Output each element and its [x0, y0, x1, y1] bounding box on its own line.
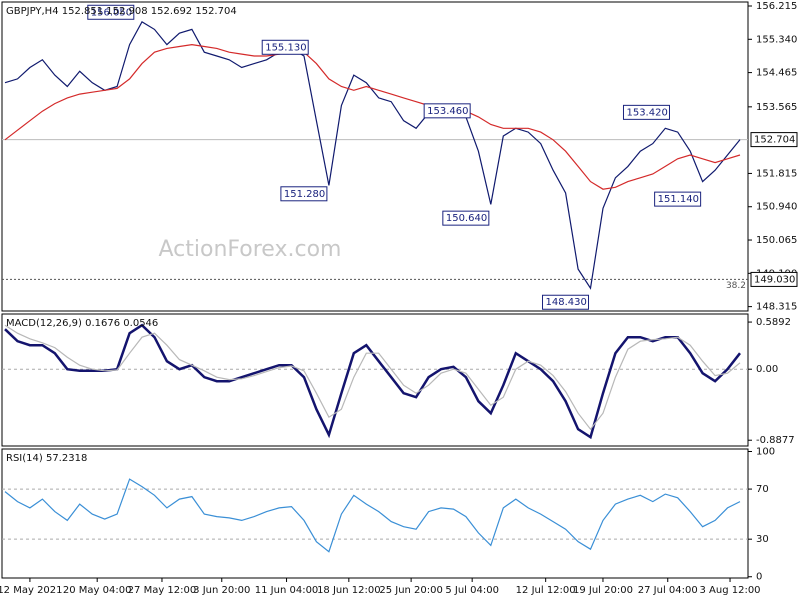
- annotation-box: [280, 186, 328, 202]
- y-tick-label: 156.215: [756, 1, 797, 12]
- annotation-label: 155.130: [265, 42, 306, 53]
- fib-box: [750, 271, 798, 287]
- x-tick-label: 12 May 2021: [0, 585, 63, 596]
- series-line: [4, 43, 741, 190]
- annotation-box: [542, 294, 590, 310]
- x-tick-label: 11 Jun 04:00: [255, 585, 319, 596]
- panel-title: GBPJPY,H4 152.851 152.908 152.692 152.70…: [6, 6, 237, 17]
- current-price-box: [750, 132, 798, 148]
- annotation-box: [442, 210, 490, 226]
- y-tick-label: 153.565: [756, 102, 797, 113]
- watermark: ActionForex.com: [159, 237, 342, 262]
- x-tick-label: 5 Jul 04:00: [445, 585, 499, 596]
- y-tick-label: 155.340: [756, 34, 797, 45]
- annotation-label: 153.460: [427, 106, 468, 117]
- x-tick-label: 12 Jul 12:00: [516, 585, 576, 596]
- x-tick-label: 3 Aug 12:00: [699, 585, 760, 596]
- annotation-label: 148.430: [546, 297, 587, 308]
- x-tick-label: 25 Jun 20:00: [379, 585, 443, 596]
- y-tick-label: 0: [756, 572, 762, 583]
- x-tick-label: 3 Jun 20:00: [193, 585, 250, 596]
- annotation-label: 153.420: [626, 107, 667, 118]
- annotation-box: [622, 104, 670, 120]
- fib-name: 38.2: [726, 281, 746, 291]
- y-tick-label: 70: [756, 484, 769, 495]
- series-line: [4, 324, 741, 431]
- x-tick-label: 27 Jul 04:00: [638, 585, 698, 596]
- y-tick-label: 150.065: [756, 235, 797, 246]
- series-line: [4, 20, 741, 290]
- fib-label: 149.030: [754, 274, 795, 285]
- annotation-box: [261, 39, 309, 55]
- y-tick-label: -0.8877: [756, 435, 795, 446]
- y-tick-label: 154.465: [756, 68, 797, 79]
- annotation-label: 150.640: [446, 213, 487, 224]
- y-tick-label: 150.940: [756, 202, 797, 213]
- current-price-label: 152.704: [754, 135, 795, 146]
- annotation-label: 156.050: [91, 7, 132, 18]
- y-tick-label: 0.00: [756, 364, 778, 375]
- series-line: [4, 323, 741, 440]
- x-tick-label: 20 May 04:00: [63, 585, 132, 596]
- y-tick-label: 148.315: [756, 302, 797, 313]
- panel-frame: [1, 313, 749, 447]
- annotation-box: [423, 103, 471, 119]
- panel-title: RSI(14) 57.2318: [6, 453, 87, 464]
- panel-frame: [1, 1, 749, 312]
- annotation-label: 151.140: [658, 194, 699, 205]
- y-tick-label: 0.5892: [756, 317, 791, 328]
- x-tick-label: 18 Jun 12:00: [317, 585, 381, 596]
- panel-frame: [1, 448, 749, 579]
- y-tick-label: 30: [756, 534, 769, 545]
- x-tick-label: 19 Jul 20:00: [573, 585, 633, 596]
- annotation-box: [654, 191, 702, 207]
- annotation-box: [87, 4, 135, 20]
- x-tick-label: 27 May 12:00: [128, 585, 197, 596]
- y-tick-label: 151.815: [756, 168, 797, 179]
- series-line: [4, 478, 741, 553]
- panel-title: MACD(12,26,9) 0.1676 0.0546: [6, 318, 158, 329]
- annotation-label: 151.280: [284, 189, 325, 200]
- y-tick-label: 100: [756, 447, 775, 458]
